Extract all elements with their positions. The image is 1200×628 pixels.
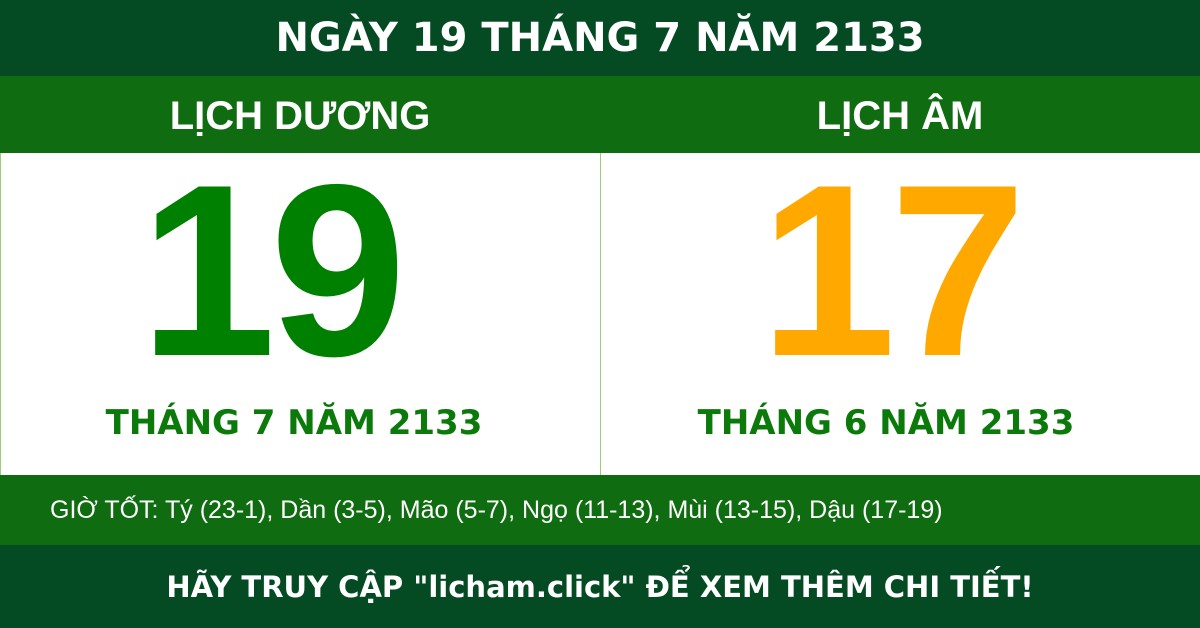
column-divider [600, 153, 601, 475]
solar-label: LỊCH DƯƠNG [169, 94, 431, 138]
column-headers: LỊCH DƯƠNG LỊCH ÂM [0, 76, 1200, 153]
solar-month-year: THÁNG 7 NĂM 2133 [105, 403, 483, 443]
page-title: NGÀY 19 THÁNG 7 NĂM 2133 [0, 0, 1200, 76]
calendar-body: 19 17 THÁNG 7 NĂM 2133 THÁNG 6 NĂM 2133 [0, 133, 1200, 475]
left-border [0, 153, 1, 475]
lunar-day: 17 [759, 133, 1027, 407]
footer-cta: HÃY TRUY CẬP "licham.click" ĐỂ XEM THÊM … [0, 545, 1200, 628]
solar-day: 19 [139, 133, 407, 407]
lunar-month-year: THÁNG 6 NĂM 2133 [697, 403, 1075, 443]
good-hours: GIỜ TỐT: Tý (23-1), Dần (3-5), Mão (5-7)… [0, 475, 1200, 545]
lunar-label: LỊCH ÂM [816, 94, 984, 138]
